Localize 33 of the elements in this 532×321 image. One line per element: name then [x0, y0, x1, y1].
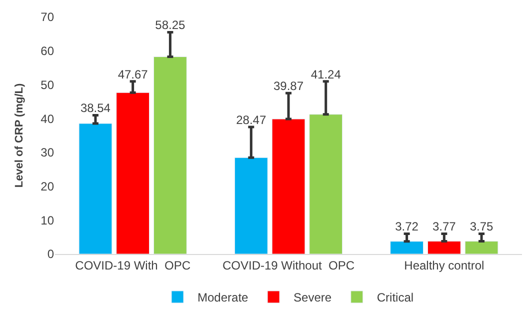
- bar: [427, 240, 461, 254]
- y-tick-label: 20: [40, 179, 54, 194]
- y-tick-label: 10: [40, 213, 54, 228]
- x-tick-label: COVID-19 Without OPC: [222, 258, 355, 272]
- bar: [154, 56, 187, 254]
- data-label: 38.54: [80, 101, 111, 116]
- bar: [464, 241, 498, 254]
- x-tick-label: Healthy control: [404, 258, 484, 272]
- data-label: 3.72: [395, 220, 419, 234]
- data-label: 58.25: [155, 18, 186, 32]
- y-tick-label: 40: [40, 112, 54, 126]
- bar: [78, 123, 112, 254]
- x-tick-label: COVID-19 With OPC: [75, 258, 191, 272]
- bar: [272, 118, 306, 254]
- data-label: 47.67: [118, 67, 148, 82]
- bar: [116, 92, 150, 254]
- y-tick-label: 70: [40, 10, 54, 24]
- bar: [390, 241, 424, 254]
- y-tick-label: 30: [40, 146, 54, 160]
- data-label: 3.75: [470, 220, 494, 234]
- bar: [309, 114, 343, 254]
- bar: [234, 157, 268, 254]
- data-label: 39.87: [273, 79, 304, 94]
- data-label: 3.77: [432, 220, 456, 234]
- y-axis-title: Level of CRP (mg/L): [13, 83, 26, 188]
- y-tick-label: 0: [47, 247, 54, 262]
- legend-label: Moderate: [198, 290, 249, 305]
- legend-label: Critical: [376, 290, 414, 305]
- data-label: 41.24: [310, 67, 342, 82]
- y-tick-label: 60: [40, 44, 54, 58]
- data-label: 28.47: [236, 113, 266, 128]
- legend-label: Severe: [294, 290, 332, 305]
- y-tick-label: 50: [40, 78, 54, 92]
